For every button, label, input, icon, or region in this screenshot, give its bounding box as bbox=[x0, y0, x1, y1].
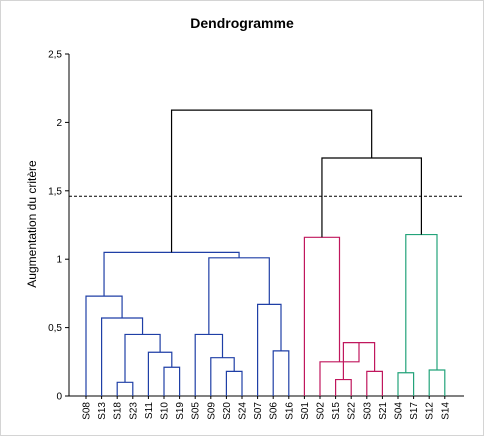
leaf-label: S21 bbox=[378, 402, 389, 420]
dendrogram-branch bbox=[335, 378, 352, 396]
leaf-label: S10 bbox=[160, 402, 171, 420]
leaf-label: S06 bbox=[269, 402, 280, 420]
dendrogram-branch bbox=[85, 295, 123, 396]
leaf-label: S01 bbox=[300, 402, 311, 420]
leaf-label: S17 bbox=[409, 402, 420, 420]
dendrogram-branch bbox=[208, 257, 270, 335]
leaf-label: S08 bbox=[82, 402, 93, 420]
leaf-label: S02 bbox=[316, 402, 327, 420]
dendrogram-branch bbox=[116, 381, 134, 396]
leaf-label: S07 bbox=[253, 402, 264, 420]
leaf-label: S24 bbox=[238, 402, 249, 420]
dendrogram-branch bbox=[272, 350, 290, 396]
leaf-label: S14 bbox=[440, 402, 451, 420]
y-tick-label: 1,5 bbox=[48, 186, 62, 197]
leaf-label: S13 bbox=[97, 402, 108, 420]
dendrogram-branch bbox=[225, 370, 243, 396]
dendrogram-branch bbox=[163, 366, 181, 396]
dendrogram-branch bbox=[170, 109, 373, 253]
y-tick-label: 0,5 bbox=[48, 323, 62, 334]
dendrogram-branches bbox=[85, 109, 446, 396]
dendrogram-branch bbox=[194, 333, 224, 396]
y-tick-label: 0 bbox=[56, 392, 62, 403]
dendrogram-branch bbox=[257, 303, 282, 396]
y-tick-label: 2,5 bbox=[48, 50, 62, 61]
leaf-label: S04 bbox=[394, 402, 405, 420]
dendrogram-branch bbox=[321, 157, 422, 238]
dendrogram-branch bbox=[397, 372, 415, 396]
chart-title: Dendrogramme bbox=[190, 15, 294, 31]
leaf-label: S12 bbox=[425, 402, 436, 420]
leaf-label: S11 bbox=[144, 402, 155, 419]
leaf-label: S22 bbox=[347, 402, 358, 420]
dendrogram-branch bbox=[103, 251, 240, 297]
y-axis-label: Augmentation du critère bbox=[25, 160, 39, 288]
dendrogram-branch bbox=[101, 317, 144, 396]
dendrogram-branch bbox=[366, 370, 383, 396]
y-ticks: 0 0,5 1 1,5 2 2,5 bbox=[48, 50, 69, 403]
axes bbox=[68, 54, 464, 397]
dendrogram-branch bbox=[147, 351, 173, 396]
leaf-label: S15 bbox=[331, 402, 342, 420]
leaf-labels: S08 S13 S18 S23 S11 S10 S19 S05 S09 S20 S24 S07 S06 S… bbox=[82, 396, 451, 420]
dendrogram-branch bbox=[124, 333, 161, 383]
dendrogram-branch bbox=[428, 369, 446, 396]
leaf-label: S05 bbox=[191, 402, 202, 420]
leaf-label: S09 bbox=[206, 402, 217, 420]
leaf-label: S18 bbox=[113, 402, 124, 420]
leaf-label: S23 bbox=[128, 402, 139, 420]
y-tick-label: 1 bbox=[56, 255, 62, 266]
dendrogram-branch bbox=[405, 233, 438, 373]
y-tick-label: 2 bbox=[56, 118, 62, 129]
dendrogram-branch bbox=[210, 357, 235, 396]
leaf-label: S19 bbox=[175, 402, 186, 420]
leaf-label: S03 bbox=[362, 402, 373, 420]
leaf-label: S20 bbox=[222, 402, 233, 420]
dendrogram-branch bbox=[303, 236, 341, 396]
leaf-label: S16 bbox=[284, 402, 295, 420]
